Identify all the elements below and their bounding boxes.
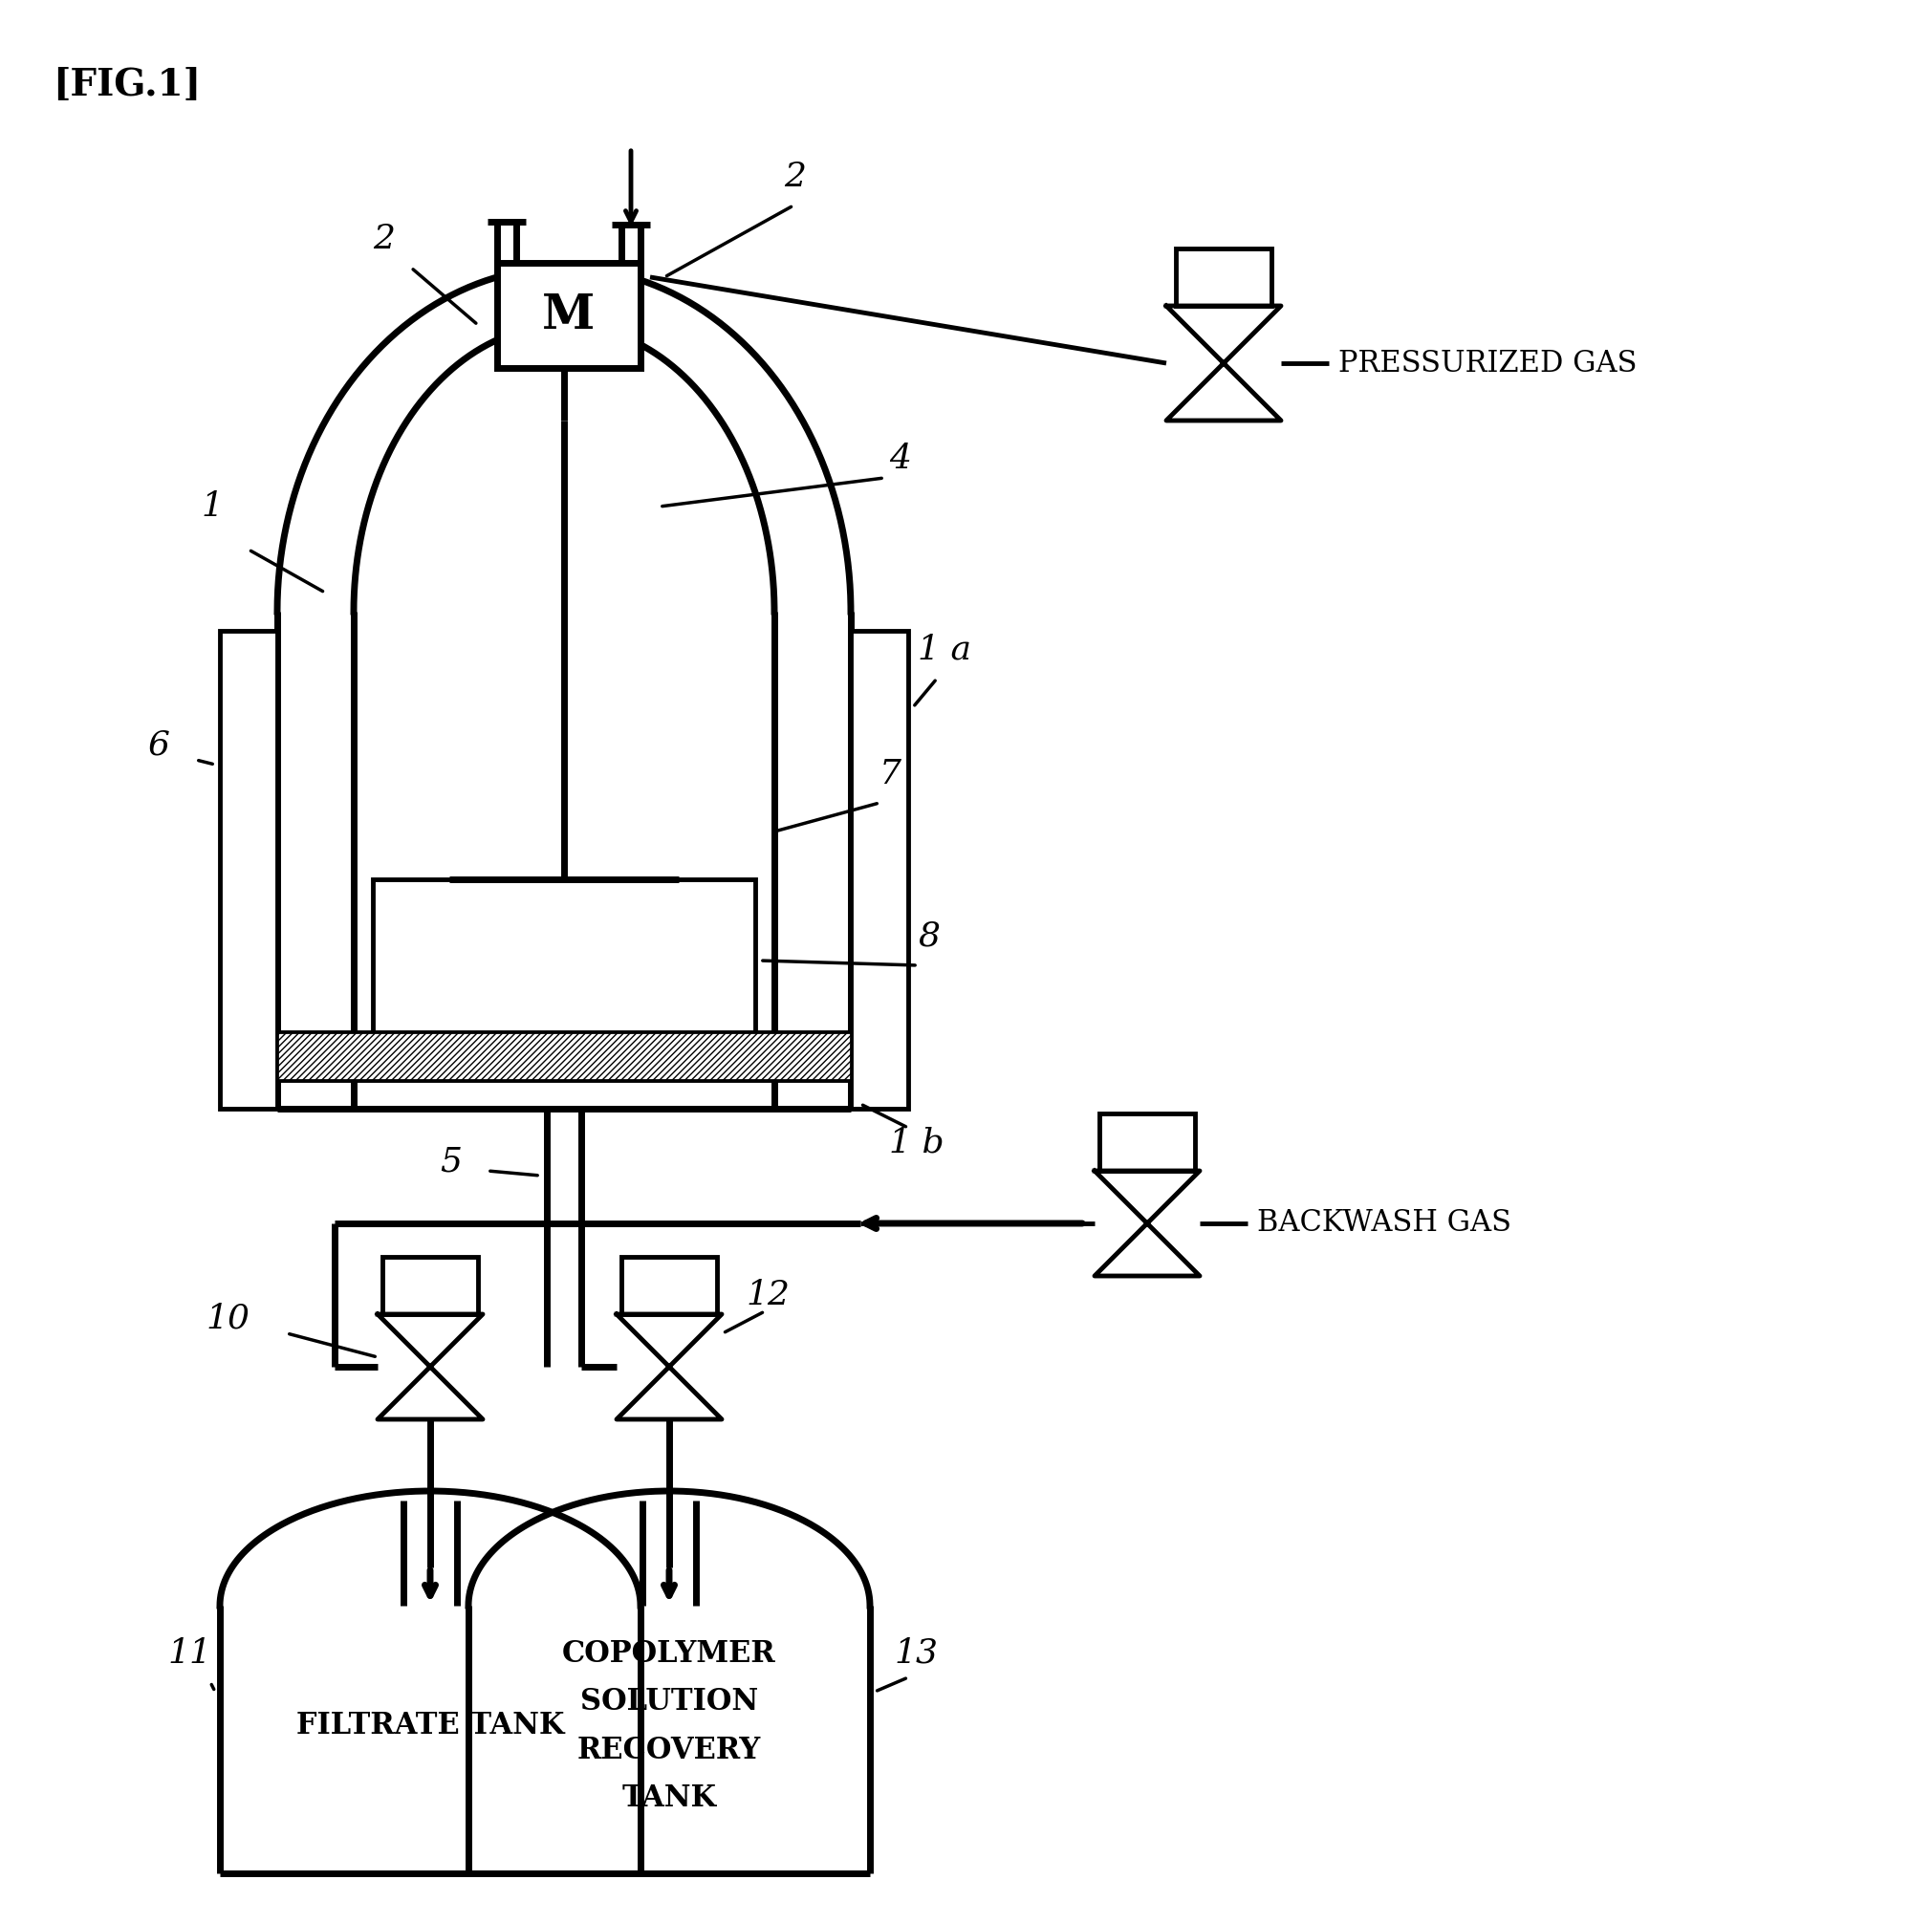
Bar [622, 1258, 717, 1313]
Text: 1: 1 [201, 490, 222, 523]
Text: 7: 7 [879, 758, 902, 790]
Text: 13: 13 [895, 1636, 937, 1669]
Text: FILTRATE TANK: FILTRATE TANK [296, 1711, 564, 1740]
Bar [276, 1033, 850, 1081]
Bar [383, 1258, 477, 1313]
Bar [850, 631, 908, 1110]
Bar [373, 879, 755, 1033]
Text: M: M [543, 292, 595, 338]
Text: PRESSURIZED GAS: PRESSURIZED GAS [1339, 348, 1636, 379]
Text: COPOLYMER
SOLUTION
RECOVERY
TANK: COPOLYMER SOLUTION RECOVERY TANK [562, 1638, 777, 1813]
Text: 2: 2 [373, 223, 394, 256]
Text: 6: 6 [149, 729, 170, 762]
Text: 8: 8 [918, 921, 939, 954]
Text: 1 b: 1 b [889, 1125, 945, 1158]
Bar [497, 263, 641, 367]
Text: 11: 11 [168, 1636, 211, 1669]
Text: 2: 2 [784, 160, 806, 192]
Text: 12: 12 [746, 1279, 790, 1311]
Text: 10: 10 [205, 1302, 249, 1335]
Text: 5: 5 [440, 1144, 462, 1177]
Bar [220, 631, 276, 1110]
Bar [1177, 248, 1271, 306]
Bar [1099, 1113, 1196, 1171]
Text: BACKWASH GAS: BACKWASH GAS [1258, 1208, 1511, 1238]
Text: 4: 4 [889, 442, 912, 475]
Text: [FIG.1]: [FIG.1] [52, 67, 201, 104]
Text: 1 a: 1 a [918, 635, 972, 665]
